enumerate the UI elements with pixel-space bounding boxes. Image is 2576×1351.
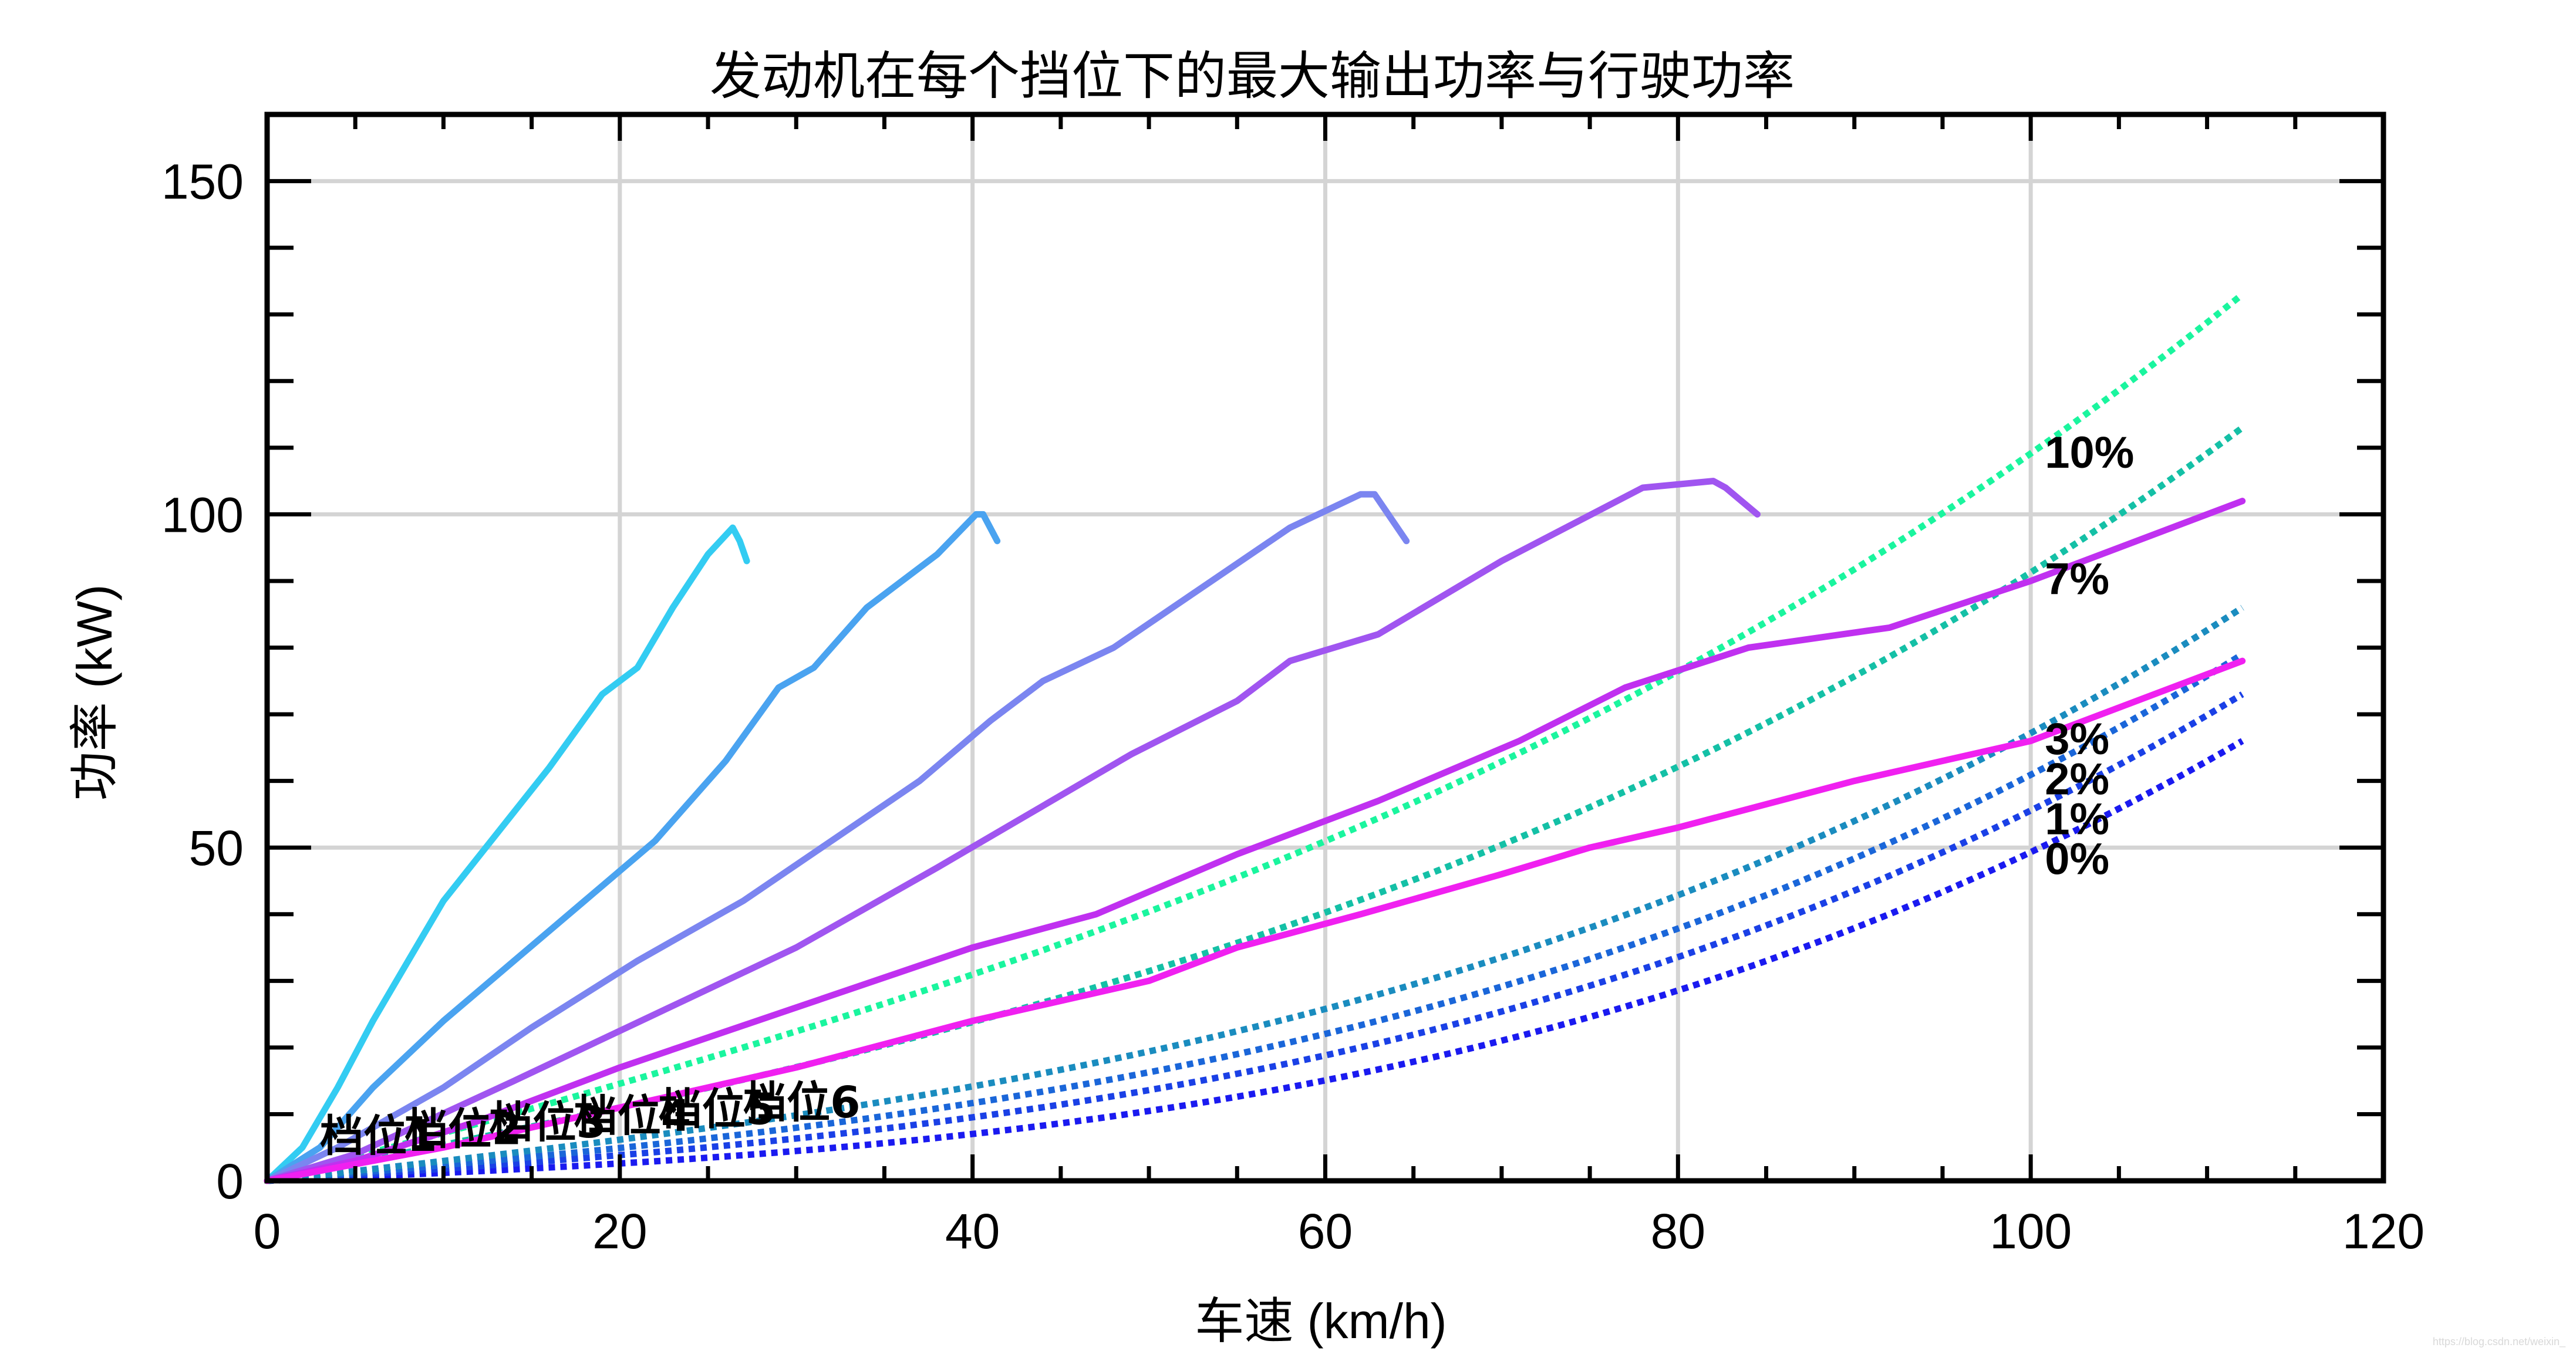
gear-label: 档位4: [574, 1091, 692, 1141]
gear-label: 档位3: [490, 1097, 607, 1148]
gear-label: 档位1: [320, 1111, 437, 1161]
grade-label: 2%: [2045, 754, 2109, 804]
x-axis-label: 车速 (km/h): [1195, 1293, 1447, 1349]
gear-power-curves: [264, 478, 2246, 1184]
x-tick-label: 120: [2342, 1204, 2425, 1259]
chart-title: 发动机在每个挡位下的最大输出功率与行驶功率: [710, 46, 1795, 106]
road-curve-1pct: [267, 691, 2244, 1184]
y-tick-label: 50: [189, 820, 244, 876]
y-axis-label: 功率 (kW): [67, 585, 122, 801]
x-tick-label: 80: [1651, 1204, 1705, 1259]
gear-curve-3: [264, 491, 1410, 1184]
watermark: https://blog.csdn.net/weixin_: [2433, 1336, 2566, 1348]
gear-label: 档位6: [743, 1078, 861, 1128]
y-tick-label: 100: [161, 487, 244, 542]
gear-curve-2: [264, 511, 1001, 1184]
y-tick-label: 0: [216, 1154, 244, 1209]
x-tick-label: 100: [1990, 1204, 2072, 1259]
grade-label: 3%: [2045, 714, 2109, 764]
gear-curve-1: [264, 524, 750, 1184]
grade-label: 1%: [2045, 794, 2109, 844]
grade-label: 10%: [2045, 428, 2134, 478]
road-curve-3pct: [267, 604, 2244, 1184]
x-tick-label: 0: [254, 1204, 281, 1259]
road-curve-0pct: [267, 738, 2244, 1184]
road-power-curves: [266, 292, 2245, 1184]
y-tick-label: 150: [161, 154, 244, 210]
gear-label: 档位2: [404, 1105, 522, 1155]
road-curve-10pct: [266, 292, 2245, 1184]
road-curve-2pct: [267, 651, 2244, 1184]
gear-curve-6: [264, 657, 2246, 1184]
grade-label: 0%: [2045, 835, 2109, 884]
x-tick-label: 20: [592, 1204, 647, 1259]
x-tick-label: 60: [1298, 1204, 1353, 1259]
grade-label: 7%: [2045, 555, 2109, 604]
axis-ticks: 0 20 40 60 80 100 120 0 50 100 150: [161, 112, 2425, 1259]
gear-label: 档位5: [659, 1084, 776, 1134]
gear-curve-5: [264, 498, 2246, 1184]
x-tick-label: 40: [945, 1204, 1000, 1259]
gear-curve-4: [264, 478, 1761, 1184]
road-curve-7pct: [266, 425, 2244, 1184]
